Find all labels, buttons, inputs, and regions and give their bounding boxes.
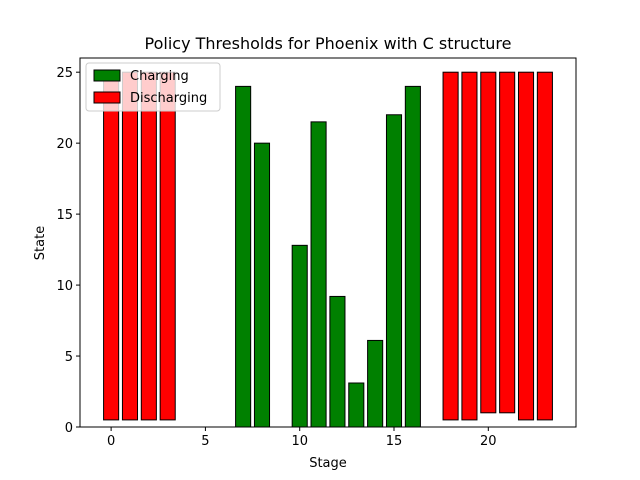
y-tick-label: 10 [56,279,73,294]
legend: Charging Discharging [85,62,221,112]
charging-bar [235,85,252,428]
y-tick-label: 0 [65,421,73,436]
discharging-bar [480,71,497,414]
discharging-bar [536,71,553,421]
discharging-bar [517,71,535,421]
y-tick-label: 25 [56,66,73,81]
x-tick-label: 0 [107,434,115,449]
charging-bar [329,295,346,428]
y-axis-label: State [33,226,48,260]
y-tick-label: 15 [56,208,73,223]
discharging-bar [442,71,459,421]
charging-bar [310,121,327,428]
x-axis-label: Stage [309,456,347,471]
x-tick-label: 10 [291,434,308,449]
discharging-bar [140,71,157,421]
legend-swatch-charging [93,69,121,82]
series-charging [235,85,421,428]
charging-bar [253,142,271,428]
legend-label-discharging: Discharging [130,91,207,106]
y-tick-label: 20 [56,137,73,152]
bars-layer [103,71,553,428]
charging-bar [385,114,403,428]
x-tick-label: 15 [386,434,403,449]
x-tick-label: 20 [480,434,497,449]
discharging-bar [461,71,478,421]
plot-frame [79,57,577,428]
chart-title: Policy Thresholds for Phoenix with C str… [145,34,512,53]
legend-label-charging: Charging [130,69,189,84]
discharging-bar [159,71,176,421]
charging-bar [367,339,384,428]
discharging-bar [499,71,516,414]
axes-layer: 0 5 10 15 20 0 5 10 15 20 25 [56,57,577,449]
charging-bar [348,382,365,428]
discharging-bar [121,71,139,421]
y-tick-label: 5 [65,350,73,365]
charging-bar [291,244,308,428]
legend-swatch-discharging [93,91,121,104]
charging-bar [404,85,421,428]
series-discharging [103,71,553,421]
x-tick-label: 5 [201,434,209,449]
discharging-bar [103,71,120,421]
